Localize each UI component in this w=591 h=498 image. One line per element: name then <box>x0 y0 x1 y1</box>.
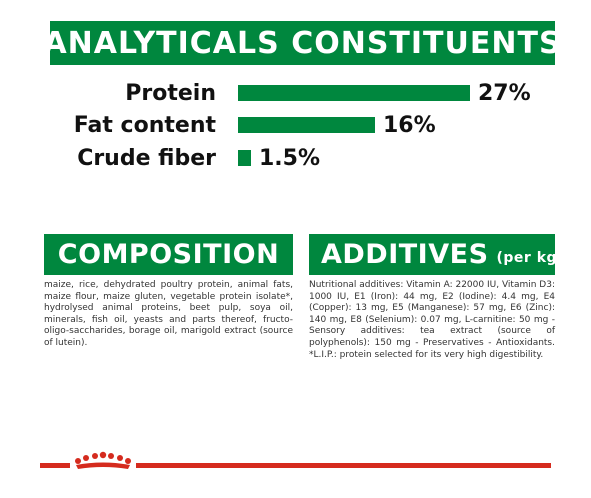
constituent-bar <box>238 85 470 101</box>
additives-title: ADDITIVES <box>321 239 489 270</box>
additives-banner: ADDITIVES (per kg) <box>309 234 563 275</box>
constituent-row-fiber: Crude fiber 1.5% <box>0 145 591 171</box>
analytical-constituents-banner: ANALYTICALS CONSTITUENTS <box>43 21 561 65</box>
constituent-value: 16% <box>383 112 436 138</box>
constituent-value: 1.5% <box>259 145 321 171</box>
constituent-bar <box>238 150 251 166</box>
crown-icon <box>75 451 131 469</box>
composition-text: maize, rice, dehydrated poultry protein,… <box>44 280 293 348</box>
composition-banner: COMPOSITION <box>44 234 293 275</box>
constituent-label: Fat content <box>73 112 216 138</box>
additives-subtitle: (per kg) <box>496 249 564 266</box>
footer-line-left <box>40 463 70 468</box>
constituent-row-fat: Fat content 16% <box>0 112 591 138</box>
additives-text: Nutritional additives: Vitamin A: 22000 … <box>309 280 555 360</box>
analytical-constituents-title: ANALYTICALS CONSTITUENTS <box>43 25 562 61</box>
constituent-row-protein: Protein 27% <box>0 80 591 106</box>
constituent-label: Crude fiber <box>77 145 216 171</box>
composition-title: COMPOSITION <box>57 239 280 270</box>
constituent-label: Protein <box>125 80 216 106</box>
constituent-bar <box>238 117 375 133</box>
footer-line-right <box>136 463 551 468</box>
constituent-value: 27% <box>478 80 531 106</box>
